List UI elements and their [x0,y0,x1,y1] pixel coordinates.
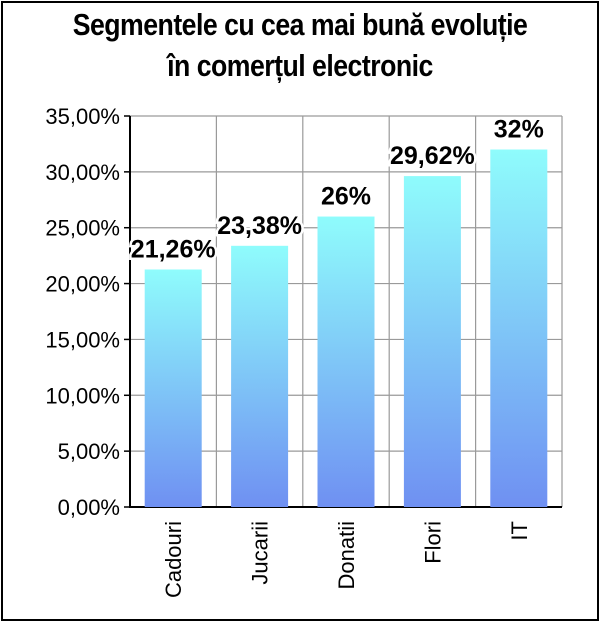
y-tick-label: 5,00% [58,439,120,464]
bar-donatii [317,216,375,508]
y-tick-label: 35,00% [45,104,120,129]
category-label: IT [507,521,532,541]
bar-cadouri [144,269,202,507]
bar-flori [403,176,461,507]
category-label: Cadouri [161,521,186,598]
data-label: 23,38% [217,212,302,240]
y-tick-label: 20,00% [45,272,120,297]
category-label: Jucarii [248,521,273,585]
data-label: 26% [321,183,371,211]
y-tick-label: 0,00% [58,495,120,520]
data-label: 21,26% [131,235,216,263]
chart-title-line-2: în comerțul electronic [167,48,433,83]
y-tick-label: 10,00% [45,383,120,408]
category-label: Flori [420,521,445,564]
bar-it [490,149,548,507]
category-label: Donatii [334,521,359,589]
y-tick-label: 15,00% [45,327,120,352]
data-label: 32% [494,116,544,144]
y-tick-label: 25,00% [45,216,120,241]
bar-jucarii [231,245,289,507]
data-label: 29,62% [390,142,475,170]
chart-title-line-1: Segmentele cu cea mai bună evoluție [72,7,528,42]
y-tick-label: 30,00% [45,160,120,185]
chart-title: Segmentele cu cea mai bună evoluție în c… [42,4,558,86]
